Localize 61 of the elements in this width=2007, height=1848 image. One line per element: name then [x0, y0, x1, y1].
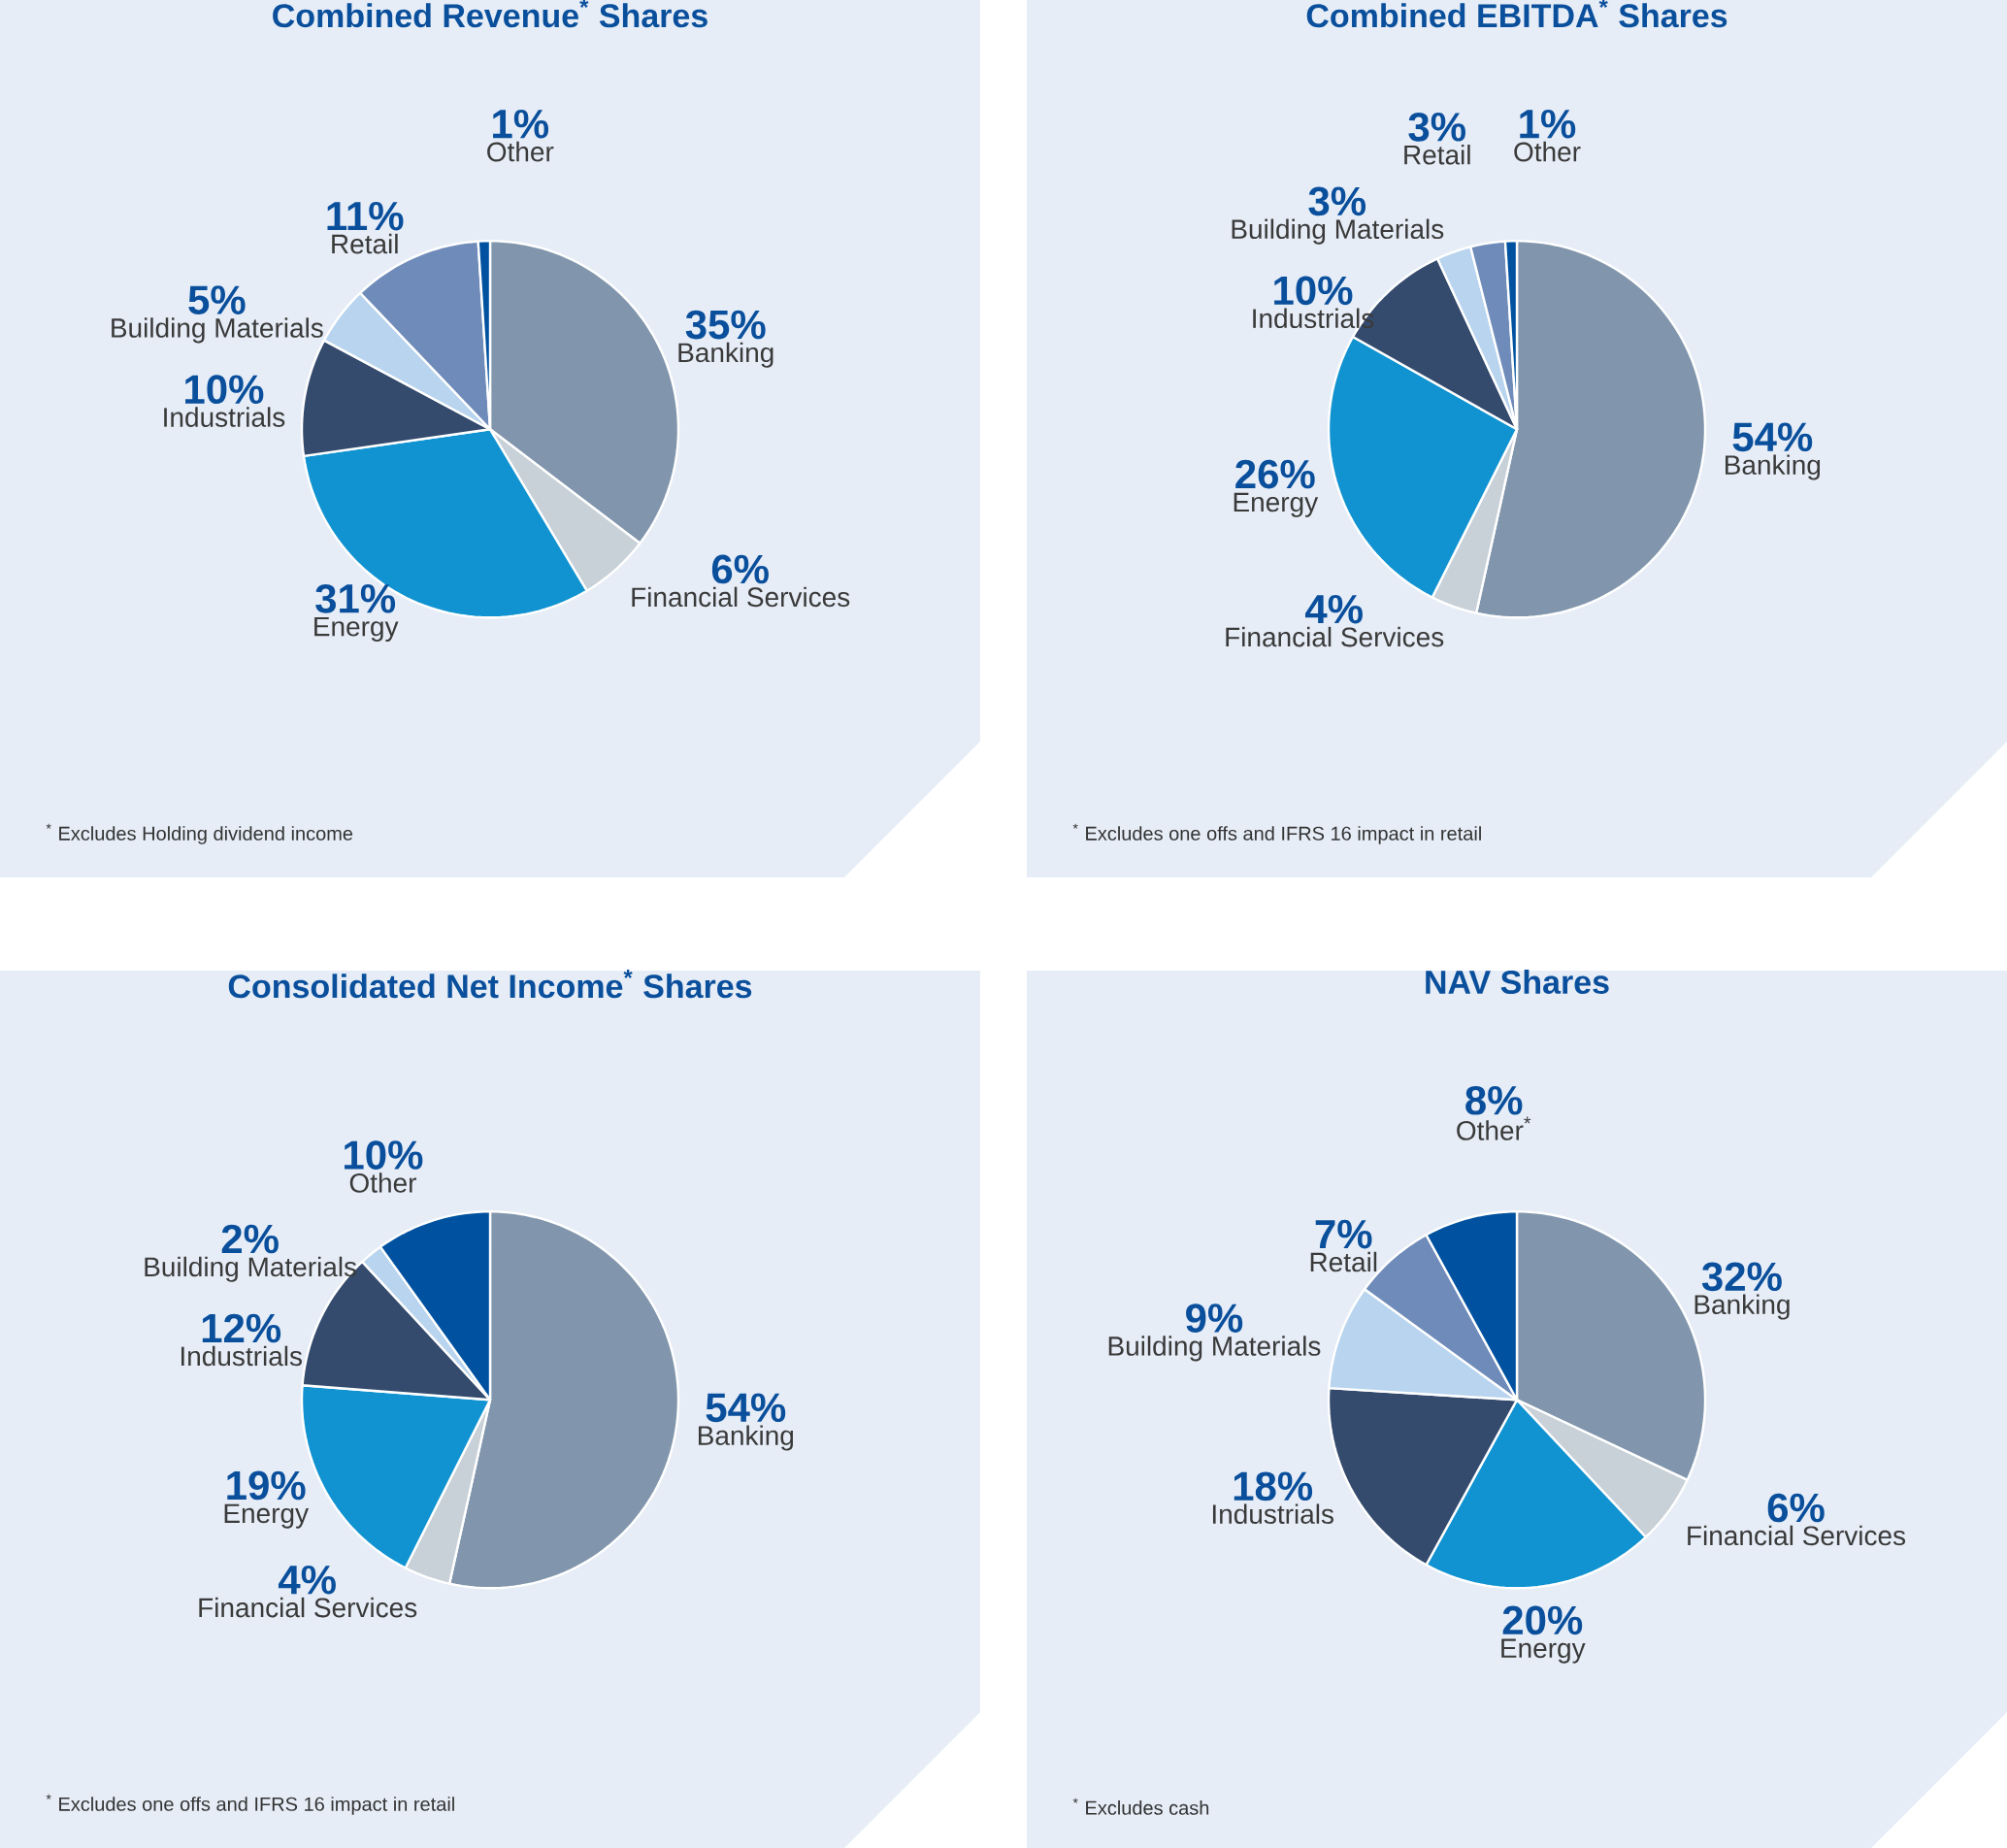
slice-label: Other [1514, 141, 1581, 162]
slice-label: Industrials [164, 407, 285, 427]
data-label: 4% [1304, 594, 1363, 624]
data-label: 6% [1767, 1493, 1825, 1523]
chart-title: Consolidated Net Income$^{*}$ Shares [228, 970, 752, 999]
slice-label: Financial Services [632, 586, 850, 608]
slice-label: Building Materials [112, 317, 323, 344]
data-label: 1% [1520, 109, 1576, 139]
slice-label: Building Materials [145, 1256, 357, 1282]
data-label: 6% [711, 554, 769, 584]
data-label: 54% [1732, 422, 1813, 452]
slice-label: Industrials [181, 1345, 302, 1367]
text: $^{*}$ Excludes one offs and IFRS 16 impact in retail [1072, 823, 1481, 844]
slice-label: Banking [678, 342, 773, 368]
slice-label: Financial Services [1226, 626, 1444, 647]
chart-title: NAV Shares [1426, 970, 1609, 995]
slice-label: Building Materials [1108, 1336, 1321, 1362]
slice-label: Other [487, 141, 554, 162]
data-label: 32% [1701, 1262, 1782, 1292]
slice-label: Banking [698, 1425, 794, 1451]
data-label: 1% [493, 109, 549, 139]
slice-label: Industrials [1212, 1503, 1333, 1525]
data-label: 11% [327, 201, 404, 231]
data-label: 5% [188, 285, 246, 314]
slice-label: Other$^{*}$ [1457, 1116, 1531, 1140]
data-label: 54% [706, 1393, 786, 1423]
slice-label: Building Materials [1232, 218, 1444, 245]
slice-label: Retail [1404, 144, 1470, 165]
data-label: 2% [221, 1224, 279, 1254]
slice-label: Other [349, 1172, 417, 1193]
text: $^{*}$ Excludes cash [1072, 1798, 1209, 1815]
data-label: 3% [1308, 186, 1366, 216]
slice-label: Energy [1234, 492, 1319, 517]
chart-title: Combined EBITDA$^{*}$ Shares [1306, 0, 1727, 28]
data-label: 10% [185, 375, 264, 405]
data-label: 12% [202, 1313, 281, 1343]
slice-label: Banking [1694, 1294, 1790, 1320]
slice-label: Financial Services [199, 1597, 417, 1618]
slice-label: Energy [1501, 1638, 1586, 1664]
data-label: 10% [345, 1140, 423, 1170]
slice-label: Retail [332, 233, 398, 254]
text: $^{*}$ Excludes Holding dividend income [46, 823, 353, 844]
data-label: 19% [227, 1470, 306, 1501]
chart-title: Combined Revenue$^{*}$ Shares [273, 0, 707, 28]
data-label: 3% [1408, 112, 1465, 142]
text: $^{*}$ Excludes one offs and IFRS 16 impact in retail [46, 1794, 454, 1815]
slice-label: Energy [314, 616, 399, 643]
data-label: 26% [1235, 459, 1315, 489]
slice-label: Banking [1725, 454, 1821, 480]
data-label: 20% [1502, 1605, 1583, 1635]
data-label: 18% [1234, 1471, 1313, 1502]
data-label: 7% [1315, 1219, 1372, 1249]
slice-label: Energy [224, 1503, 310, 1529]
data-label: 4% [278, 1565, 336, 1595]
data-label: 8% [1465, 1085, 1523, 1115]
slice-label: Retail [1310, 1251, 1377, 1272]
data-label: 35% [685, 310, 766, 340]
data-label: 10% [1274, 276, 1353, 306]
slice-label: Financial Services [1688, 1525, 1906, 1546]
data-label: 9% [1186, 1304, 1243, 1333]
data-label: 31% [315, 583, 396, 613]
